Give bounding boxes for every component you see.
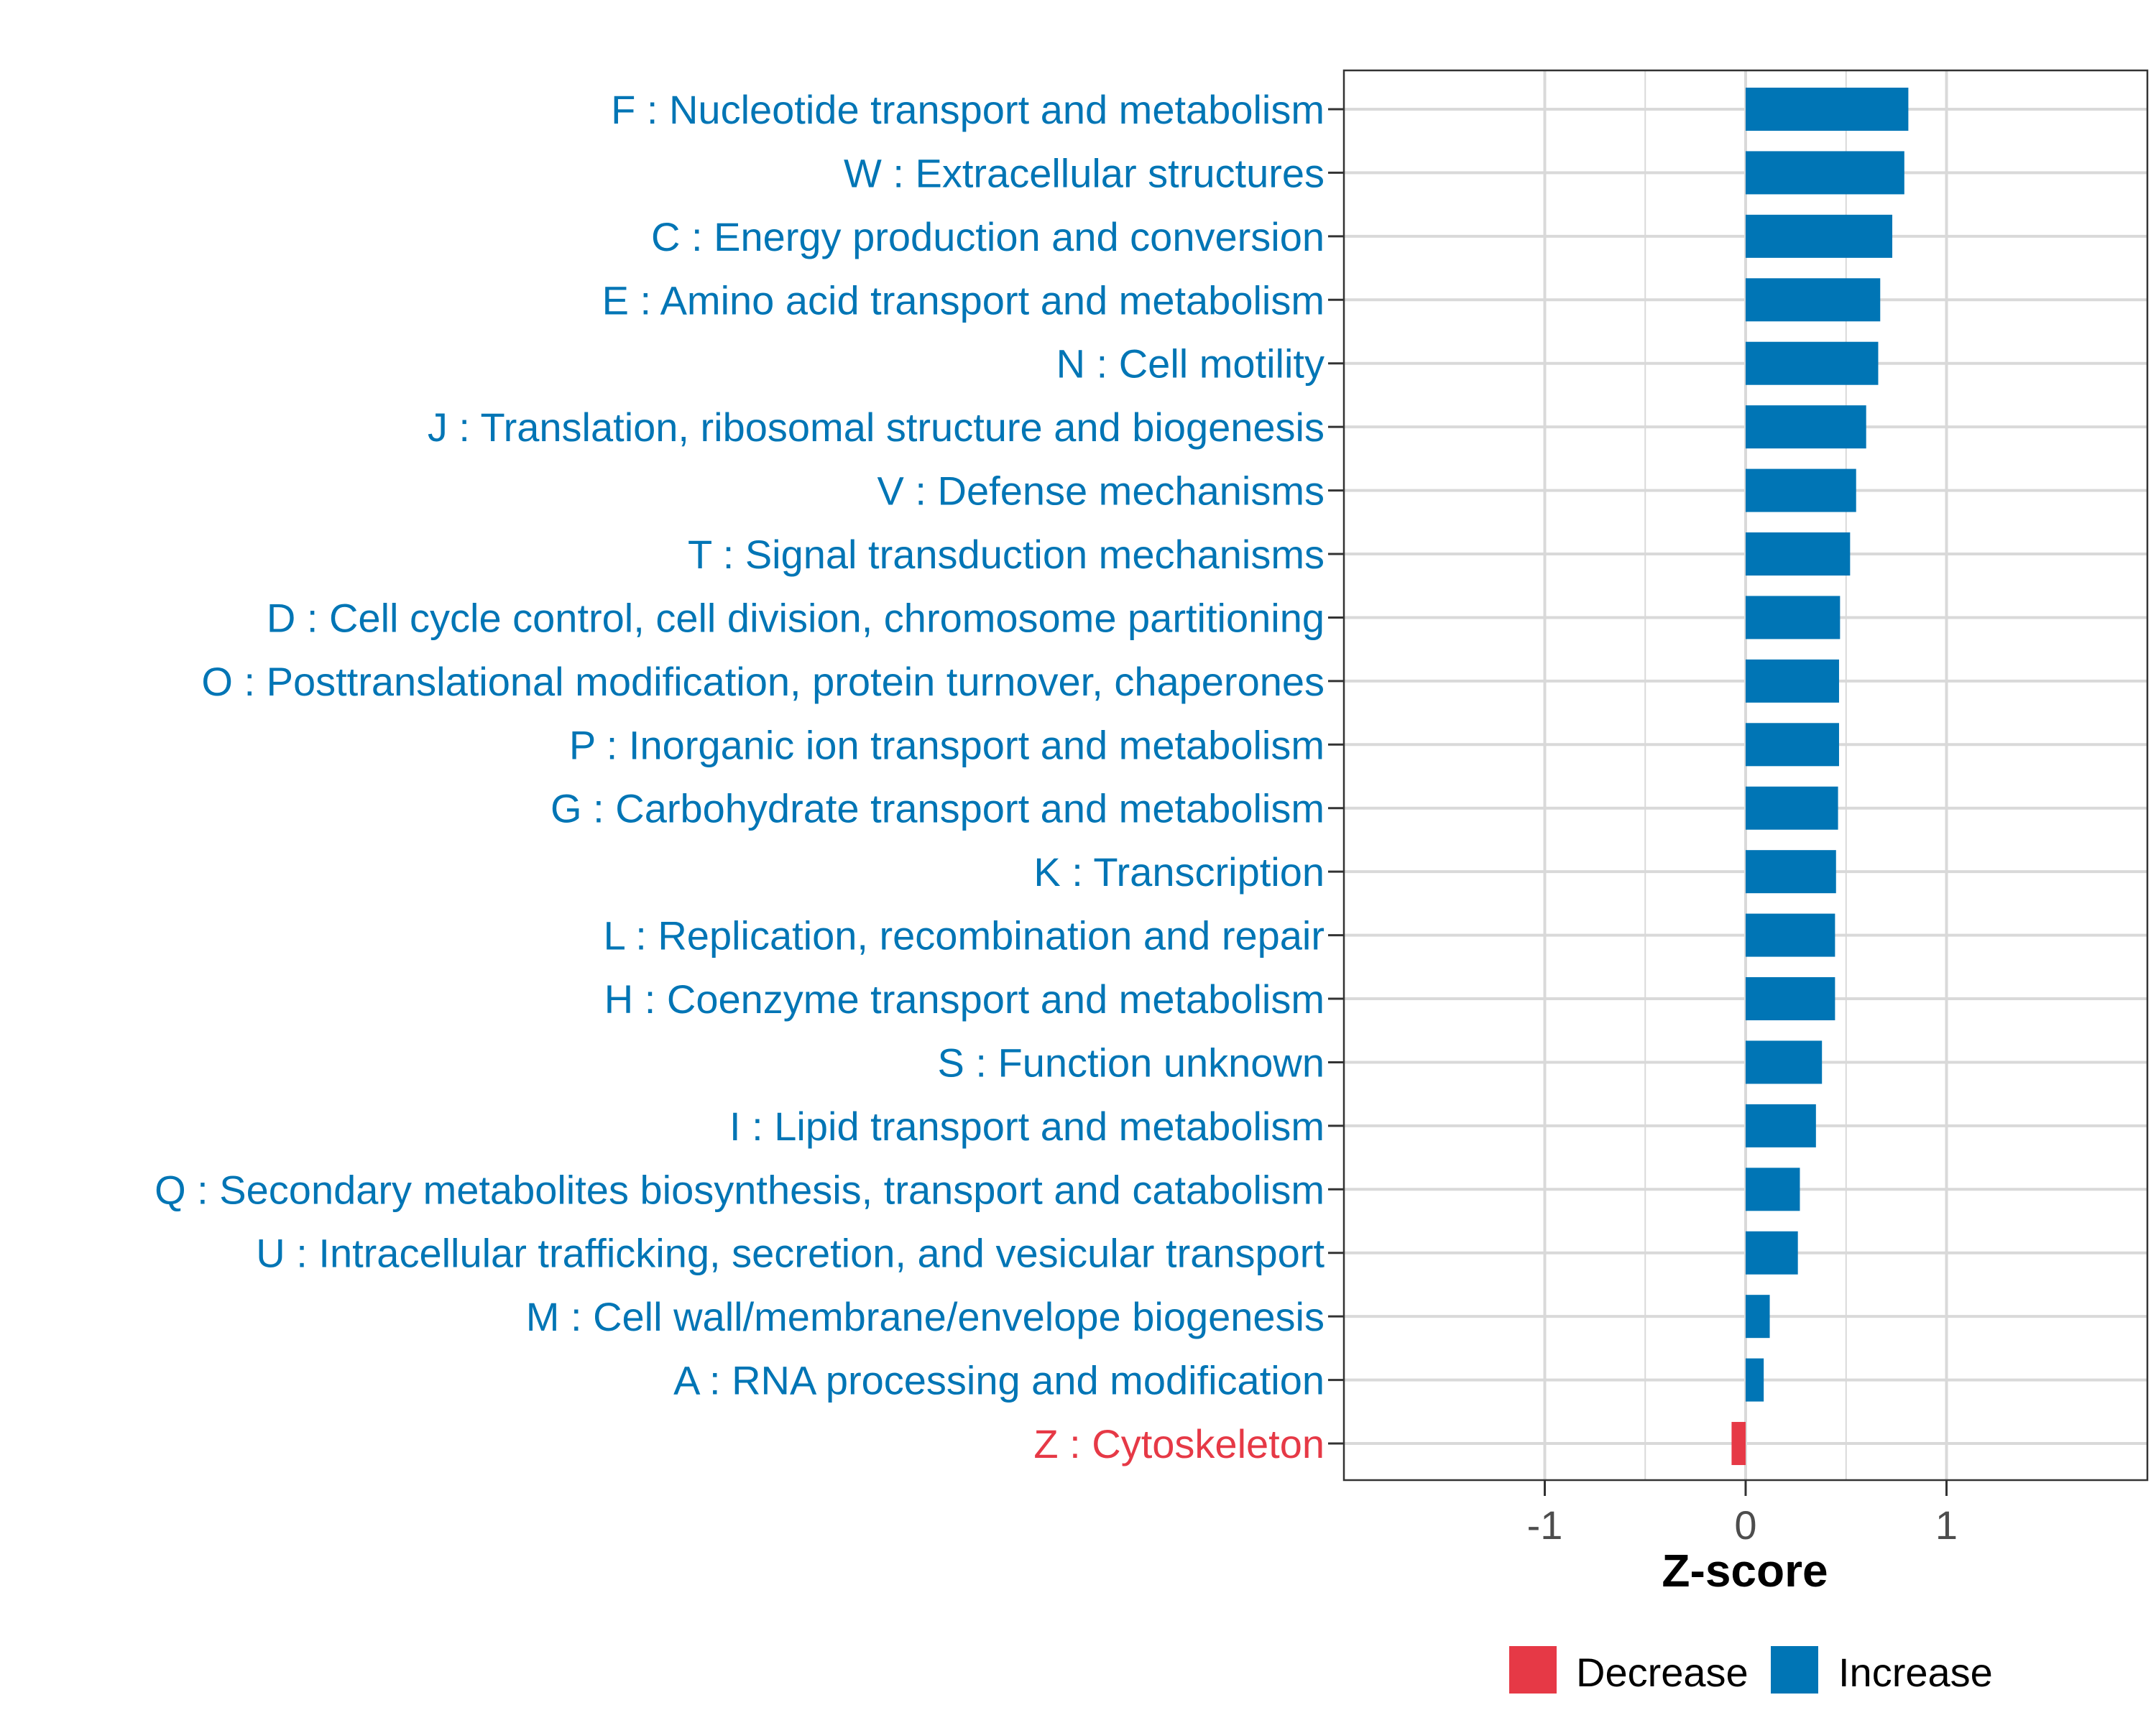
bar-v [1746, 468, 1856, 512]
bar-w [1746, 151, 1904, 195]
bar-f [1746, 88, 1909, 131]
legend-swatch-decrease [1509, 1646, 1557, 1694]
bar-i [1746, 1104, 1816, 1147]
bar-t [1746, 532, 1851, 576]
y-tick-label: F : Nucleotide transport and metabolism [611, 87, 1325, 132]
bar-d [1746, 596, 1841, 639]
bar-o [1746, 659, 1839, 703]
bars-layer [1731, 88, 1909, 1466]
y-tick-label: H : Coenzyme transport and metabolism [604, 976, 1325, 1022]
bar-z [1731, 1422, 1746, 1466]
bar-l [1746, 913, 1835, 957]
x-axis-title: Z-score [1662, 1545, 1828, 1597]
bar-p [1746, 723, 1839, 767]
bar-n [1746, 341, 1879, 385]
y-tick-label: S : Function unknown [937, 1040, 1325, 1085]
y-tick-label: M : Cell wall/membrane/envelope biogenes… [526, 1294, 1325, 1339]
bar-m [1746, 1295, 1770, 1339]
y-tick-label: O : Posttranslational modification, prot… [201, 659, 1325, 704]
bar-h [1746, 977, 1835, 1021]
y-tick-label: E : Amino acid transport and metabolism [602, 277, 1325, 323]
bar-j [1746, 405, 1866, 449]
y-axis-labels: F : Nucleotide transport and metabolism W… [155, 87, 1325, 1466]
bar-g [1746, 786, 1838, 830]
bar-c [1746, 214, 1893, 258]
bar-k [1746, 850, 1836, 894]
y-tick-label: P : Inorganic ion transport and metaboli… [569, 722, 1325, 767]
y-tick-label: N : Cell motility [1056, 341, 1325, 387]
bar-a [1746, 1358, 1764, 1402]
legend-swatch-increase [1771, 1646, 1818, 1694]
x-tick-label: -1 [1527, 1502, 1563, 1548]
y-tick-label: W : Extracellular structures [844, 150, 1325, 195]
legend: Decrease Increase [1509, 1646, 1993, 1695]
legend-label-increase: Increase [1838, 1650, 1993, 1695]
bar-e [1746, 278, 1881, 322]
bar-u [1746, 1231, 1798, 1275]
y-tick-label: J : Translation, ribosomal structure and… [428, 405, 1325, 450]
y-tick-label: A : RNA processing and modification [673, 1358, 1325, 1403]
y-tick-label: D : Cell cycle control, cell division, c… [267, 595, 1325, 640]
x-tick-label: 0 [1734, 1502, 1756, 1548]
y-tick-label: C : Energy production and conversion [651, 214, 1325, 259]
x-tick-label: 1 [1935, 1502, 1958, 1548]
y-tick-label: I : Lipid transport and metabolism [729, 1104, 1325, 1149]
bar-q [1746, 1168, 1800, 1211]
y-tick-label: T : Signal transduction mechanisms [688, 532, 1325, 577]
y-tick-label: G : Carbohydrate transport and metabolis… [550, 786, 1325, 831]
bar-s [1746, 1040, 1823, 1084]
y-tick-label: U : Intracellular trafficking, secretion… [256, 1231, 1325, 1276]
y-tick-label: Q : Secondary metabolites biosynthesis, … [155, 1167, 1325, 1212]
y-tick-label: K : Transcription [1033, 849, 1325, 895]
y-tick-label: Z : Cytoskeleton [1033, 1421, 1325, 1466]
y-tick-label: L : Replication, recombination and repai… [604, 913, 1325, 958]
x-axis-ticks: -1 0 1 [1527, 1480, 1958, 1548]
legend-label-decrease: Decrease [1576, 1650, 1749, 1695]
y-axis-ticks [1328, 108, 1344, 1445]
y-tick-label: V : Defense mechanisms [877, 468, 1325, 514]
